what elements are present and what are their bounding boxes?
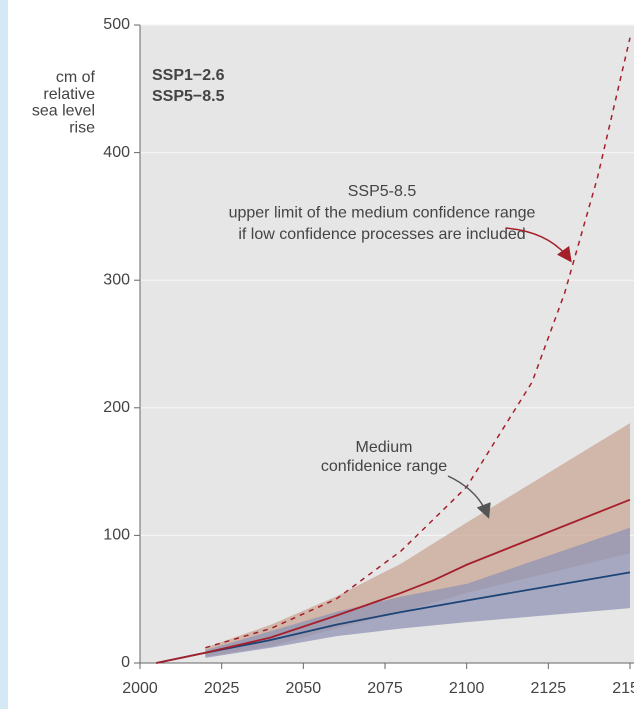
annotation: if low confidence processes are included bbox=[238, 226, 525, 243]
y-axis-label: sea level bbox=[32, 103, 95, 120]
annotation: upper limit of the medium confidence ran… bbox=[229, 205, 536, 222]
y-axis-label: cm of bbox=[56, 69, 96, 86]
x-tick-label: 2075 bbox=[367, 680, 403, 697]
annotation: Medium bbox=[356, 439, 413, 456]
x-tick-label: 2100 bbox=[449, 680, 485, 697]
confidence-band bbox=[205, 527, 631, 658]
legend-entry: SSP5−8.5 bbox=[152, 88, 225, 105]
x-tick-label: 2025 bbox=[204, 680, 240, 697]
annotation: confidenice range bbox=[321, 458, 447, 475]
annotation-arrow bbox=[447, 475, 491, 519]
y-tick-label: 100 bbox=[103, 527, 130, 544]
x-tick-label: 2000 bbox=[122, 680, 158, 697]
y-tick-label: 300 bbox=[103, 271, 130, 288]
median-line bbox=[156, 498, 631, 664]
y-axis-label: rise bbox=[69, 119, 95, 136]
side-strip bbox=[0, 0, 8, 709]
y-tick-label: 500 bbox=[103, 16, 130, 33]
confidence-band bbox=[205, 423, 631, 657]
y-tick-label: 400 bbox=[103, 144, 130, 161]
annotation: SSP5-8.5 bbox=[348, 183, 417, 200]
legend-entry: SSP1−2.6 bbox=[152, 67, 225, 84]
y-tick-label: 0 bbox=[121, 654, 130, 671]
x-tick-label: 2050 bbox=[286, 680, 322, 697]
annotation-arrow bbox=[505, 227, 572, 263]
y-tick-label: 200 bbox=[103, 399, 130, 416]
x-tick-label: 2125 bbox=[531, 680, 567, 697]
y-axis-label: relative bbox=[43, 86, 95, 103]
x-tick-label: 2150 bbox=[612, 680, 634, 697]
